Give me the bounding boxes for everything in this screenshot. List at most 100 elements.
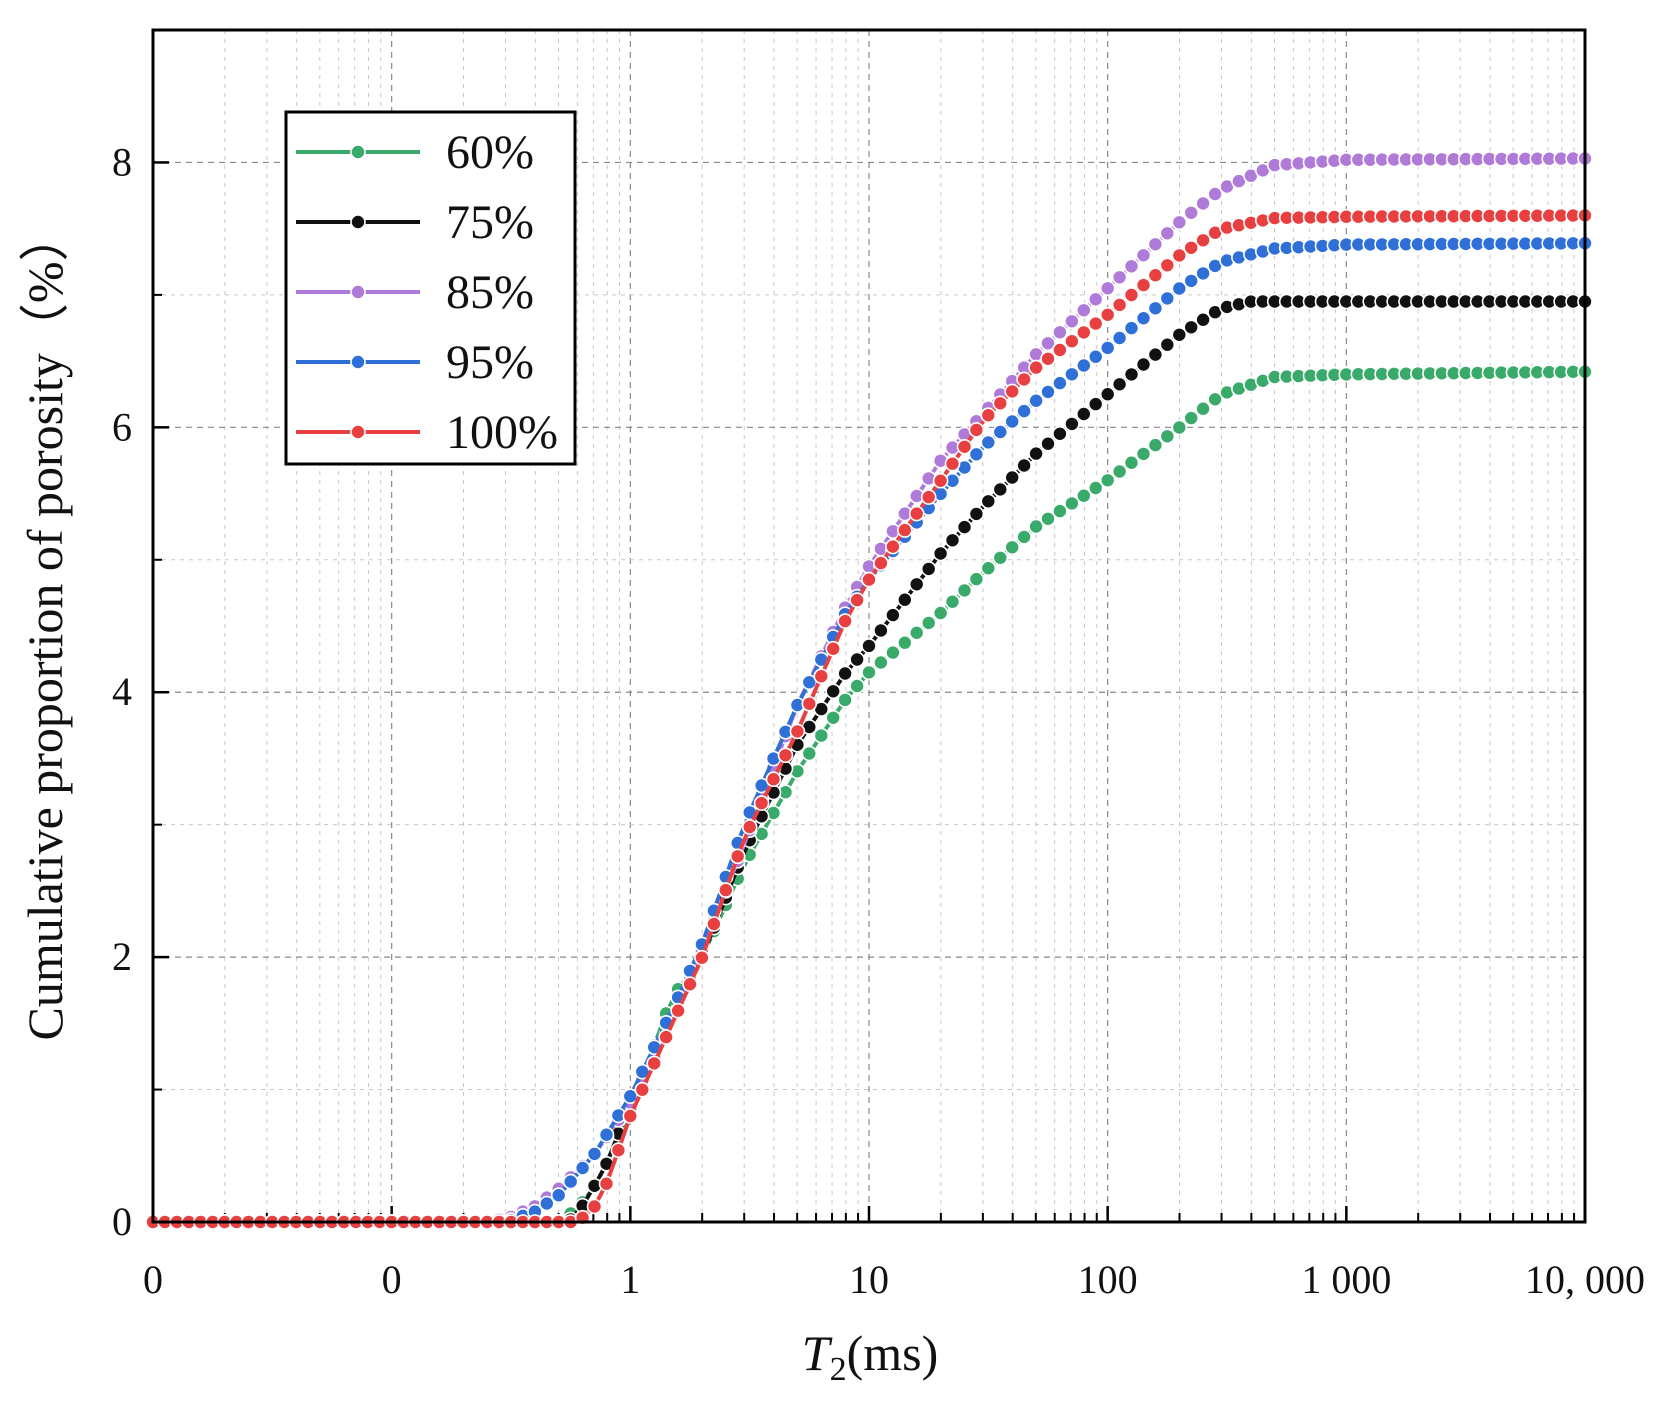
data-point xyxy=(1111,330,1128,346)
legend-swatch-marker xyxy=(350,354,366,370)
data-point xyxy=(598,1175,615,1192)
data-point xyxy=(729,848,746,865)
data-point xyxy=(980,560,997,577)
data-point xyxy=(1195,195,1211,212)
legend-item: 85% xyxy=(296,266,534,319)
legend-item: 95% xyxy=(296,336,534,389)
data-point xyxy=(1111,376,1128,393)
data-point xyxy=(1004,469,1021,486)
data-point xyxy=(646,1055,663,1072)
data-point xyxy=(1004,539,1021,556)
y-tick-label: 0 xyxy=(112,1199,132,1244)
data-point xyxy=(1123,454,1140,471)
legend-item: 100% xyxy=(296,406,558,459)
data-point xyxy=(1040,435,1056,452)
data-point xyxy=(1135,247,1152,264)
data-point xyxy=(1016,403,1032,419)
data-point xyxy=(1123,287,1140,303)
data-point xyxy=(873,622,889,639)
data-point xyxy=(885,607,901,623)
data-point xyxy=(777,747,794,764)
data-point xyxy=(1111,463,1128,480)
data-point xyxy=(550,1187,567,1203)
data-point xyxy=(1087,396,1104,412)
legend-label: 95% xyxy=(446,336,534,389)
legend-label: 60% xyxy=(446,126,534,179)
data-point xyxy=(920,561,937,577)
data-point xyxy=(1159,336,1176,353)
data-point xyxy=(920,489,937,505)
data-point xyxy=(1183,319,1199,336)
legend-swatch-marker xyxy=(350,284,366,300)
data-point xyxy=(753,795,770,811)
data-point xyxy=(1076,406,1092,422)
data-point xyxy=(1004,413,1021,430)
data-point xyxy=(1052,425,1068,442)
y-tick-label: 8 xyxy=(112,139,132,184)
data-point xyxy=(1111,297,1128,313)
data-point xyxy=(1183,273,1199,289)
data-point xyxy=(1064,366,1080,383)
data-point xyxy=(968,506,985,522)
plot-frame xyxy=(151,28,1587,1224)
legend-item: 75% xyxy=(296,196,534,249)
data-point xyxy=(956,438,973,455)
x-tick-label: 1 000 xyxy=(1301,1257,1391,1302)
data-point xyxy=(896,634,913,651)
data-point xyxy=(873,654,889,671)
data-point xyxy=(825,683,842,700)
data-point xyxy=(1147,300,1164,317)
data-point xyxy=(670,1002,686,1019)
data-point xyxy=(1183,205,1199,221)
x-tick-label: 100 xyxy=(1078,1257,1138,1302)
y-axis-title: Cumulative proportion of porosity（%） xyxy=(17,211,73,1040)
data-point xyxy=(1052,342,1068,358)
data-point xyxy=(1171,214,1188,231)
data-point xyxy=(694,949,710,966)
data-point xyxy=(1087,348,1104,365)
x-tick-label: 0 xyxy=(143,1257,163,1302)
data-point xyxy=(908,624,925,641)
data-point xyxy=(1183,240,1199,256)
data-point xyxy=(980,493,997,510)
data-point xyxy=(801,674,818,691)
data-point xyxy=(908,576,925,593)
data-point xyxy=(765,771,782,788)
data-point xyxy=(1064,333,1080,350)
data-point xyxy=(861,664,877,681)
data-point xyxy=(873,555,889,571)
legend-item: 60% xyxy=(296,126,534,179)
data-point xyxy=(896,522,913,538)
data-point xyxy=(837,665,853,682)
data-point xyxy=(1147,437,1164,453)
data-point xyxy=(1028,445,1044,462)
data-point xyxy=(1159,428,1176,445)
legend-label: 100% xyxy=(446,406,558,459)
data-point xyxy=(1195,232,1211,249)
data-point xyxy=(1040,384,1056,400)
legend: 60% 75% 85% 95% 100% xyxy=(284,110,577,466)
data-point xyxy=(1135,356,1152,373)
data-point xyxy=(1076,302,1092,319)
data-point xyxy=(956,582,973,599)
legend-swatch-marker xyxy=(350,214,366,230)
data-point xyxy=(849,592,865,608)
data-point xyxy=(1171,280,1188,297)
data-point xyxy=(849,678,865,694)
data-point xyxy=(885,538,901,555)
data-point xyxy=(1147,267,1164,284)
data-point xyxy=(992,481,1009,498)
data-point xyxy=(825,709,842,726)
data-point xyxy=(956,519,973,535)
data-point xyxy=(1123,320,1140,336)
data-point xyxy=(610,1142,627,1158)
data-point xyxy=(622,1108,639,1124)
x-tick-label: 0 xyxy=(382,1257,402,1302)
data-point xyxy=(801,745,818,762)
data-point xyxy=(1099,472,1116,489)
data-point xyxy=(1195,265,1211,282)
data-point xyxy=(1147,236,1164,253)
data-point xyxy=(1195,311,1211,328)
x-tick-label: 10, 000 xyxy=(1525,1257,1645,1302)
data-point xyxy=(1028,392,1044,409)
